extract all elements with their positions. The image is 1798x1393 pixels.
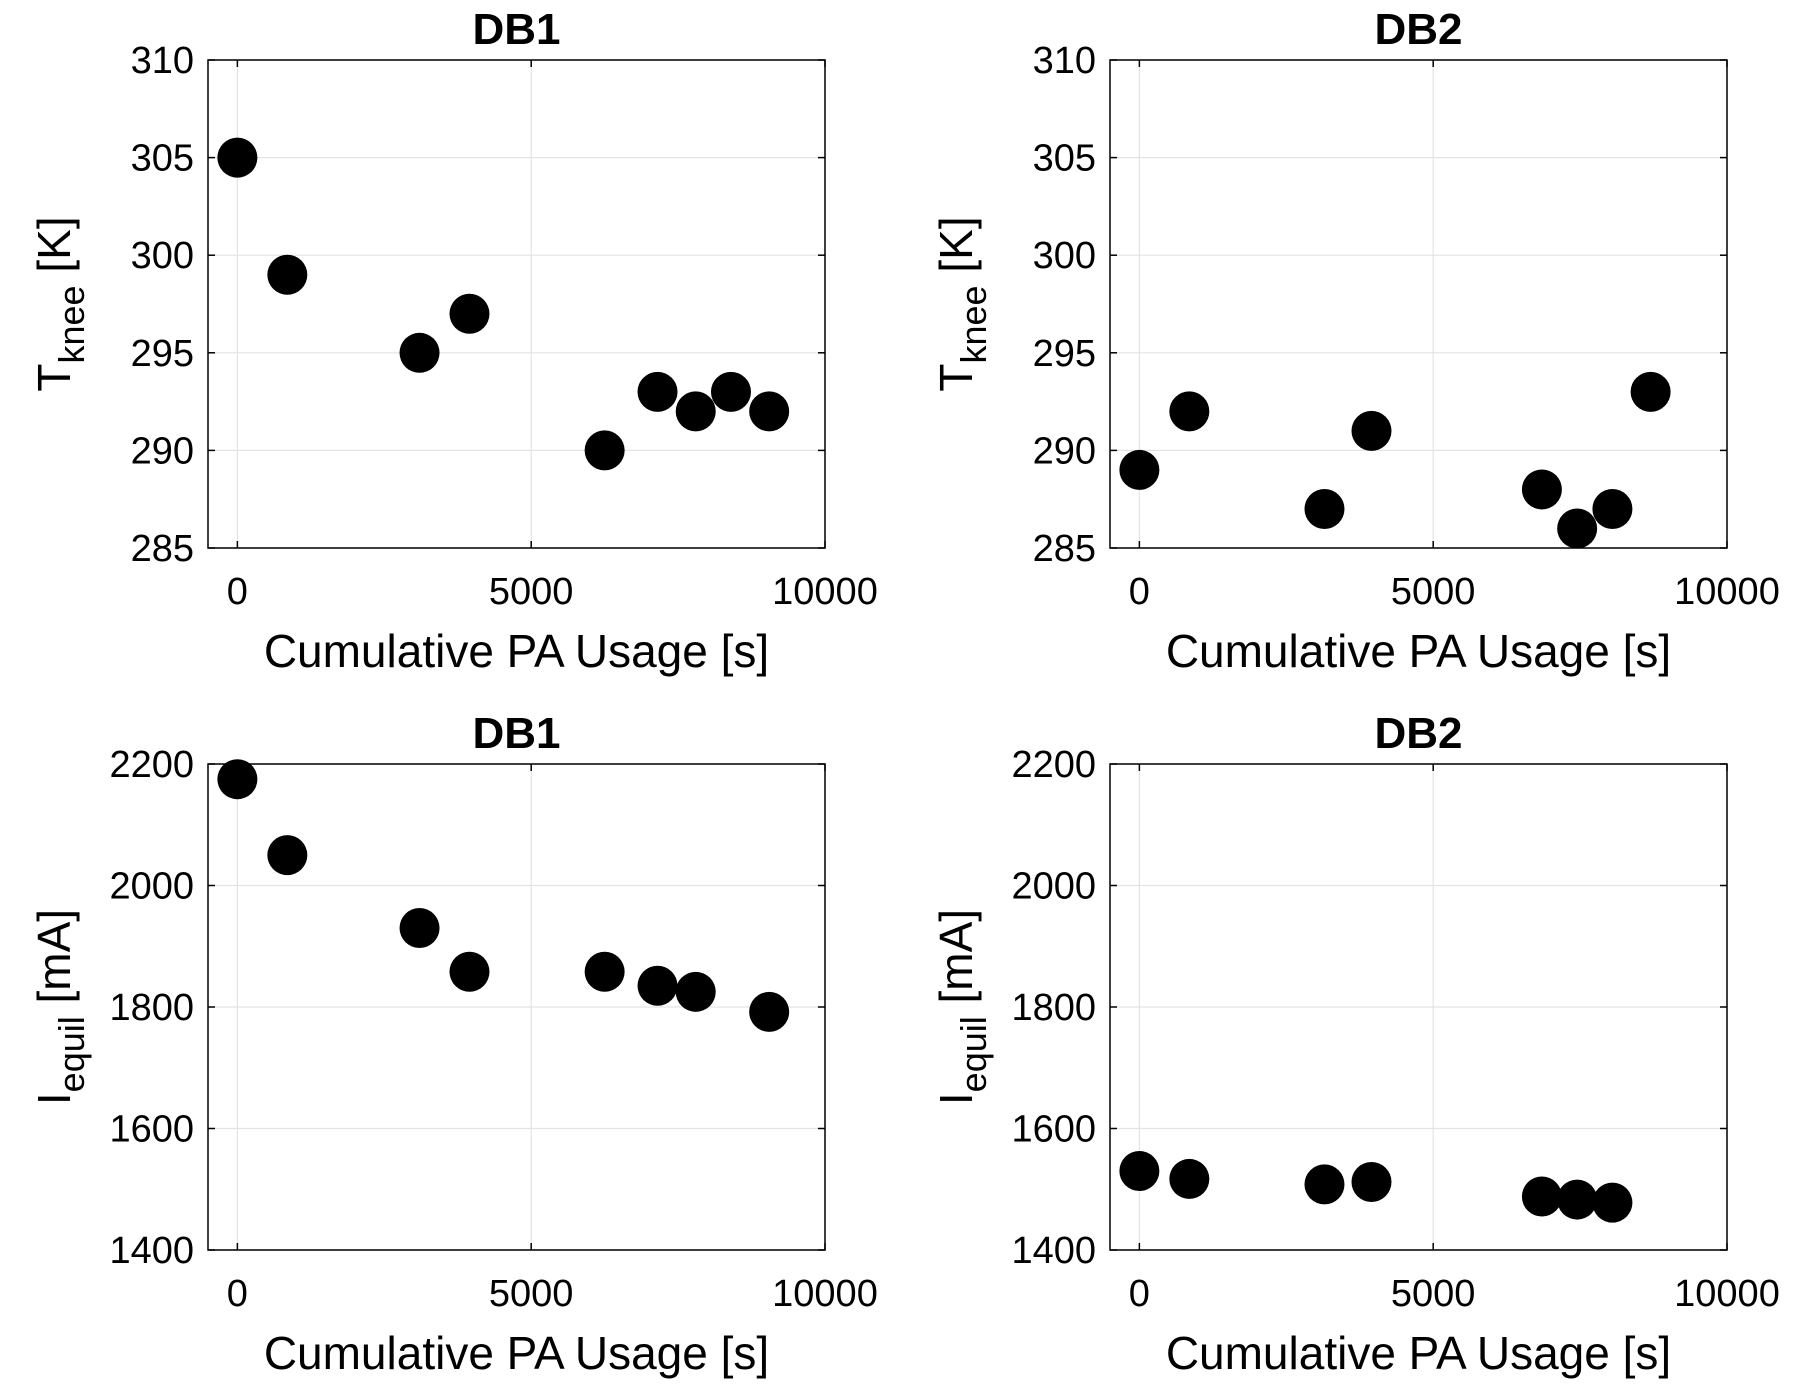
chart-panel-4: 0 5000 10000 1400 1600 1800 2000 2200 DB2 Cumulat… <box>930 709 1780 1379</box>
y-axis-title: Tknee [K] <box>28 216 92 391</box>
data-point <box>1557 1179 1598 1220</box>
axes-frame <box>207 763 826 1251</box>
data-point <box>584 951 625 992</box>
data-point <box>749 991 790 1032</box>
y-tick-label: 300 <box>131 235 194 277</box>
x-tick-label: 5000 <box>1391 571 1476 613</box>
y-tick-label: 2000 <box>109 866 194 908</box>
panel-title: DB2 <box>1374 5 1462 54</box>
y-tick-label: 305 <box>1033 138 1096 180</box>
data-point <box>1351 410 1392 451</box>
x-tick-label: 0 <box>227 1273 248 1315</box>
y-tick-label: 300 <box>1033 235 1096 277</box>
y-tick-label: 305 <box>131 138 194 180</box>
x-tick-label: 5000 <box>489 1273 574 1315</box>
panel-title: DB2 <box>1374 709 1462 758</box>
chart-panel-2: 0 5000 10000 285 290 295 300 305 310 DB2 Cumulativ… <box>930 5 1780 677</box>
x-axis-title: Cumulative PA Usage [s] <box>1166 1327 1671 1379</box>
y-axis-title: Iequil [mA] <box>930 909 994 1105</box>
chart-panel-3: 0 5000 10000 1400 1600 1800 2000 2200 DB1 Cumulat… <box>28 709 878 1379</box>
data-point <box>675 391 716 432</box>
x-tick-label: 0 <box>1129 1273 1150 1315</box>
y-tick-label: 285 <box>1033 528 1096 570</box>
data-point <box>1304 1164 1345 1205</box>
y-axis-title-unit: [K] <box>930 216 982 285</box>
data-point <box>1351 1161 1392 1202</box>
x-axis-title: Cumulative PA Usage [s] <box>264 1327 769 1379</box>
data-point <box>1592 1182 1633 1223</box>
y-tick-label: 2200 <box>1011 744 1096 786</box>
data-point <box>1119 1151 1160 1192</box>
data-point <box>449 951 490 992</box>
y-axis-title-subscript: knee <box>51 285 92 363</box>
y-axis-title: Tknee [K] <box>930 216 994 391</box>
data-point <box>1521 469 1562 510</box>
y-axis-title: Iequil [mA] <box>28 909 92 1105</box>
x-tick-label: 10000 <box>1674 1273 1780 1315</box>
x-tick-label: 5000 <box>1391 1273 1476 1315</box>
data-point <box>449 293 490 334</box>
data-point <box>1119 449 1160 490</box>
y-tick-label: 1400 <box>109 1230 194 1272</box>
y-tick-label: 1600 <box>1011 1109 1096 1151</box>
x-tick-label: 10000 <box>772 571 878 613</box>
data-point <box>1169 391 1210 432</box>
panel-title: DB1 <box>472 5 560 54</box>
y-tick-label: 310 <box>1033 40 1096 82</box>
data-point <box>1304 488 1345 529</box>
data-point <box>637 965 678 1006</box>
y-tick-label: 290 <box>1033 430 1096 472</box>
y-axis-title-main: T <box>28 364 80 392</box>
y-tick-label: 2200 <box>109 744 194 786</box>
x-axis-title: Cumulative PA Usage [s] <box>1166 625 1671 677</box>
data-point <box>399 332 440 373</box>
data-point <box>267 835 308 876</box>
y-axis-title-unit: [mA] <box>28 909 80 1016</box>
data-point <box>217 759 258 800</box>
y-axis-title-main: I <box>28 1092 80 1105</box>
data-point <box>1592 488 1633 529</box>
axes-frame <box>207 59 826 549</box>
y-tick-label: 310 <box>131 40 194 82</box>
x-axis-title: Cumulative PA Usage [s] <box>264 625 769 677</box>
x-tick-label: 5000 <box>489 571 574 613</box>
y-tick-label: 1800 <box>1011 987 1096 1029</box>
y-axis-title-unit: [K] <box>28 216 80 285</box>
data-point <box>1630 371 1671 412</box>
x-tick-label: 0 <box>227 571 248 613</box>
data-point <box>749 391 790 432</box>
y-tick-label: 290 <box>131 430 194 472</box>
y-axis-title-subscript: knee <box>953 285 994 363</box>
y-axis-title-subscript: equil <box>51 1016 92 1092</box>
y-axis-title-unit: [mA] <box>930 909 982 1016</box>
axes-frame <box>1109 59 1728 549</box>
y-tick-label: 2000 <box>1011 866 1096 908</box>
data-point <box>217 137 258 178</box>
y-tick-label: 295 <box>1033 333 1096 375</box>
data-point <box>1521 1176 1562 1217</box>
y-axis-title-main: T <box>930 364 982 392</box>
data-point <box>267 254 308 295</box>
data-point <box>710 371 751 412</box>
axes-frame <box>1109 763 1728 1251</box>
data-point <box>675 971 716 1012</box>
y-axis-title-subscript: equil <box>953 1016 994 1092</box>
y-tick-label: 1600 <box>109 1109 194 1151</box>
x-tick-label: 10000 <box>772 1273 878 1315</box>
data-point <box>1169 1158 1210 1199</box>
x-tick-label: 10000 <box>1674 571 1780 613</box>
x-tick-label: 0 <box>1129 571 1150 613</box>
y-tick-label: 1400 <box>1011 1230 1096 1272</box>
y-tick-label: 285 <box>131 528 194 570</box>
y-tick-label: 1800 <box>109 987 194 1029</box>
chart-panel-1: 0 5000 10000 285 290 295 300 305 310 DB1 Cumulativ… <box>28 5 878 677</box>
y-axis-title-main: I <box>930 1092 982 1105</box>
data-point <box>584 430 625 471</box>
data-point <box>1557 508 1598 549</box>
y-tick-label: 295 <box>131 333 194 375</box>
data-point <box>637 371 678 412</box>
data-point <box>399 908 440 949</box>
panel-title: DB1 <box>472 709 560 758</box>
